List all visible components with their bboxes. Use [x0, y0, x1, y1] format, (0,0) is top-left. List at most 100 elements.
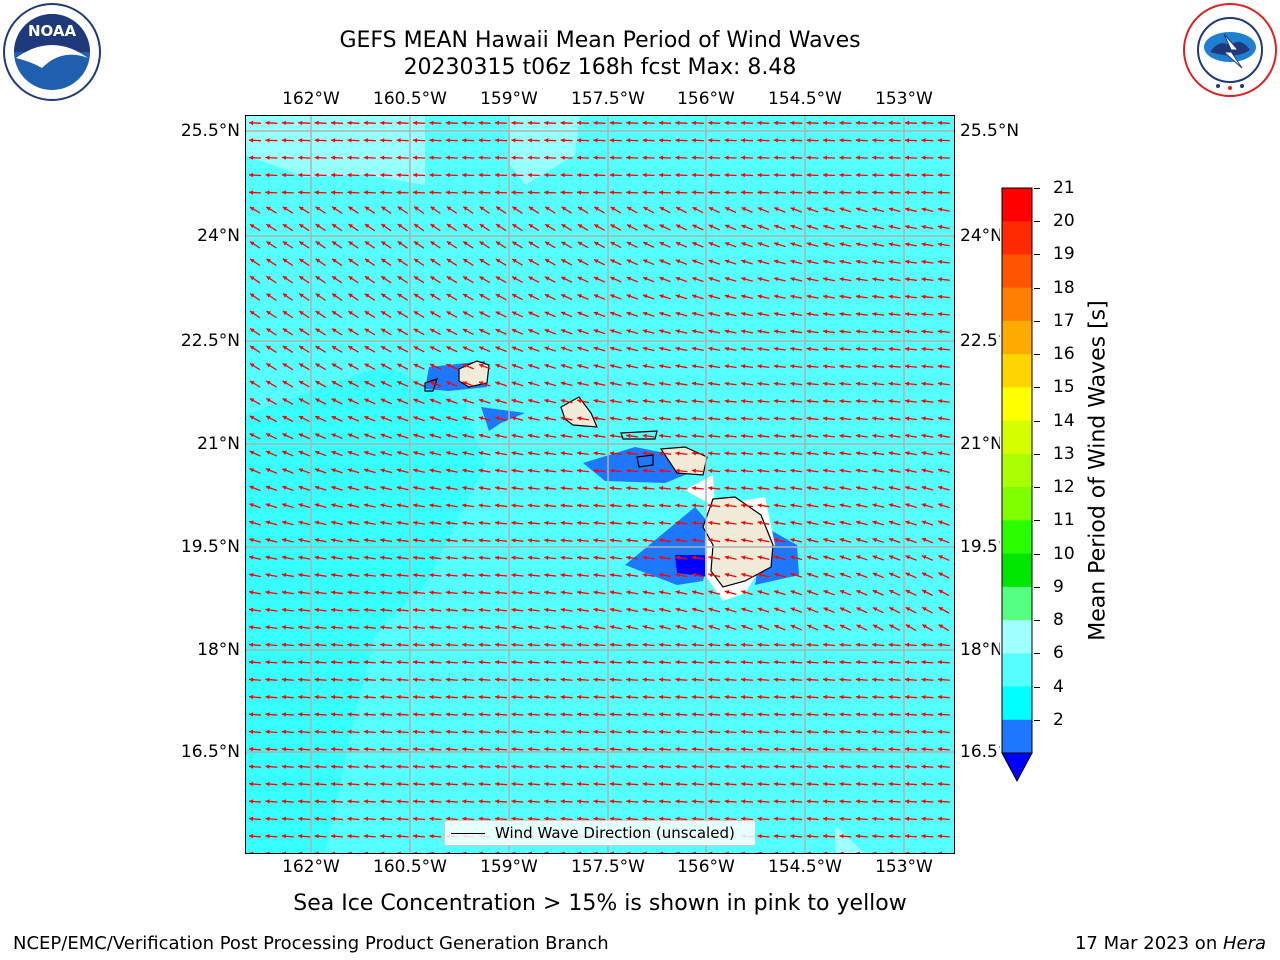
- colorbar-tick-label: 17: [1053, 310, 1075, 331]
- direction-arrow: [642, 294, 655, 300]
- colorbar-segment: [1002, 487, 1032, 521]
- direction-arrow: [691, 381, 704, 386]
- direction-arrow: [937, 329, 950, 334]
- direction-arrow: [380, 310, 392, 319]
- direction-arrow: [888, 242, 901, 247]
- direction-arrow: [577, 258, 589, 266]
- direction-arrow: [691, 311, 704, 317]
- colorbar-segment: [1002, 586, 1032, 621]
- colorbar-segment: [1002, 719, 1032, 754]
- direction-arrow: [937, 138, 950, 143]
- direction-arrow: [757, 190, 770, 195]
- colorbar-tick-label: 6: [1053, 643, 1064, 664]
- direction-arrow: [511, 293, 524, 301]
- very-low-period-region: [675, 555, 711, 577]
- direction-arrow: [445, 381, 458, 387]
- direction-arrow: [593, 294, 606, 300]
- direction-arrow: [937, 155, 950, 160]
- direction-arrow: [363, 155, 376, 160]
- direction-arrow: [331, 328, 343, 336]
- direction-arrow: [773, 294, 786, 299]
- direction-arrow: [724, 172, 737, 178]
- direction-arrow: [348, 293, 359, 301]
- direction-arrow: [577, 294, 589, 300]
- direction-arrow: [790, 381, 803, 386]
- direction-arrow: [921, 138, 934, 143]
- direction-arrow: [364, 293, 376, 301]
- direction-arrow: [560, 155, 573, 160]
- direction-arrow: [298, 275, 310, 284]
- direction-arrow: [757, 259, 770, 265]
- direction-arrow: [265, 155, 278, 160]
- direction-arrow: [593, 276, 606, 283]
- direction-arrow: [330, 120, 344, 126]
- direction-arrow: [412, 172, 426, 178]
- direction-arrow: [659, 311, 671, 317]
- direction-arrow: [577, 223, 589, 231]
- direction-arrow: [397, 293, 409, 301]
- direction-arrow: [855, 138, 868, 143]
- direction-arrow: [495, 311, 507, 318]
- direction-arrow: [282, 310, 294, 319]
- direction-arrow: [872, 277, 885, 282]
- footer-date-text: 17 Mar 2023 on: [1074, 933, 1223, 954]
- chart-subtitle: 20230315 t06z 168h fcst Max: 8.48: [403, 55, 797, 80]
- colorbar-segment: [1002, 287, 1032, 322]
- direction-arrow: [642, 120, 655, 126]
- direction-arrow: [544, 329, 557, 335]
- lat-label-right: 25.5°N: [960, 121, 1020, 141]
- direction-arrow: [528, 276, 540, 283]
- direction-arrow: [315, 345, 327, 353]
- direction-arrow: [675, 364, 688, 369]
- direction-arrow: [298, 155, 311, 160]
- direction-arrow: [363, 120, 376, 126]
- direction-arrow: [348, 275, 359, 284]
- direction-arrow: [511, 328, 524, 335]
- direction-arrow: [839, 294, 852, 299]
- direction-arrow: [479, 241, 491, 249]
- direction-arrow: [708, 259, 721, 265]
- direction-arrow: [446, 275, 458, 284]
- direction-arrow: [298, 138, 311, 143]
- direction-arrow: [315, 258, 326, 267]
- direction-arrow: [642, 138, 655, 143]
- direction-arrow: [855, 120, 868, 126]
- nws-logo: [1180, 0, 1280, 100]
- direction-arrow: [822, 155, 836, 160]
- direction-arrow: [708, 329, 721, 334]
- direction-arrow: [429, 328, 442, 336]
- direction-arrow: [626, 364, 639, 369]
- direction-arrow: [740, 381, 754, 386]
- direction-arrow: [724, 224, 737, 231]
- direction-arrow: [610, 241, 622, 249]
- direction-arrow: [806, 311, 819, 317]
- direction-arrow: [282, 380, 294, 388]
- direction-arrow: [740, 138, 754, 143]
- map-legend: Wind Wave Direction (unscaled): [444, 820, 756, 846]
- direction-arrow: [511, 276, 523, 284]
- direction-arrow: [560, 329, 573, 335]
- colorbar-tick-label: 16: [1053, 344, 1075, 365]
- direction-arrow: [462, 346, 474, 353]
- direction-arrow: [364, 328, 376, 336]
- direction-arrow: [528, 311, 540, 318]
- direction-arrow: [773, 155, 786, 160]
- direction-arrow: [658, 155, 672, 160]
- direction-arrow: [314, 155, 327, 160]
- direction-arrow: [265, 172, 278, 178]
- direction-arrow: [888, 381, 901, 386]
- colorbar-tick-mark: [1034, 354, 1040, 356]
- island-kauai: [458, 360, 490, 388]
- direction-arrow: [363, 172, 376, 178]
- direction-arrow: [544, 346, 557, 352]
- direction-arrow: [642, 155, 655, 160]
- direction-arrow: [724, 346, 737, 352]
- direction-arrow: [298, 327, 310, 336]
- direction-arrow: [790, 294, 803, 299]
- direction-arrow: [937, 364, 950, 369]
- direction-arrow: [872, 172, 885, 178]
- direction-arrow: [593, 241, 606, 249]
- direction-arrow: [822, 138, 836, 143]
- direction-arrow: [364, 345, 376, 353]
- direction-arrow: [380, 223, 392, 232]
